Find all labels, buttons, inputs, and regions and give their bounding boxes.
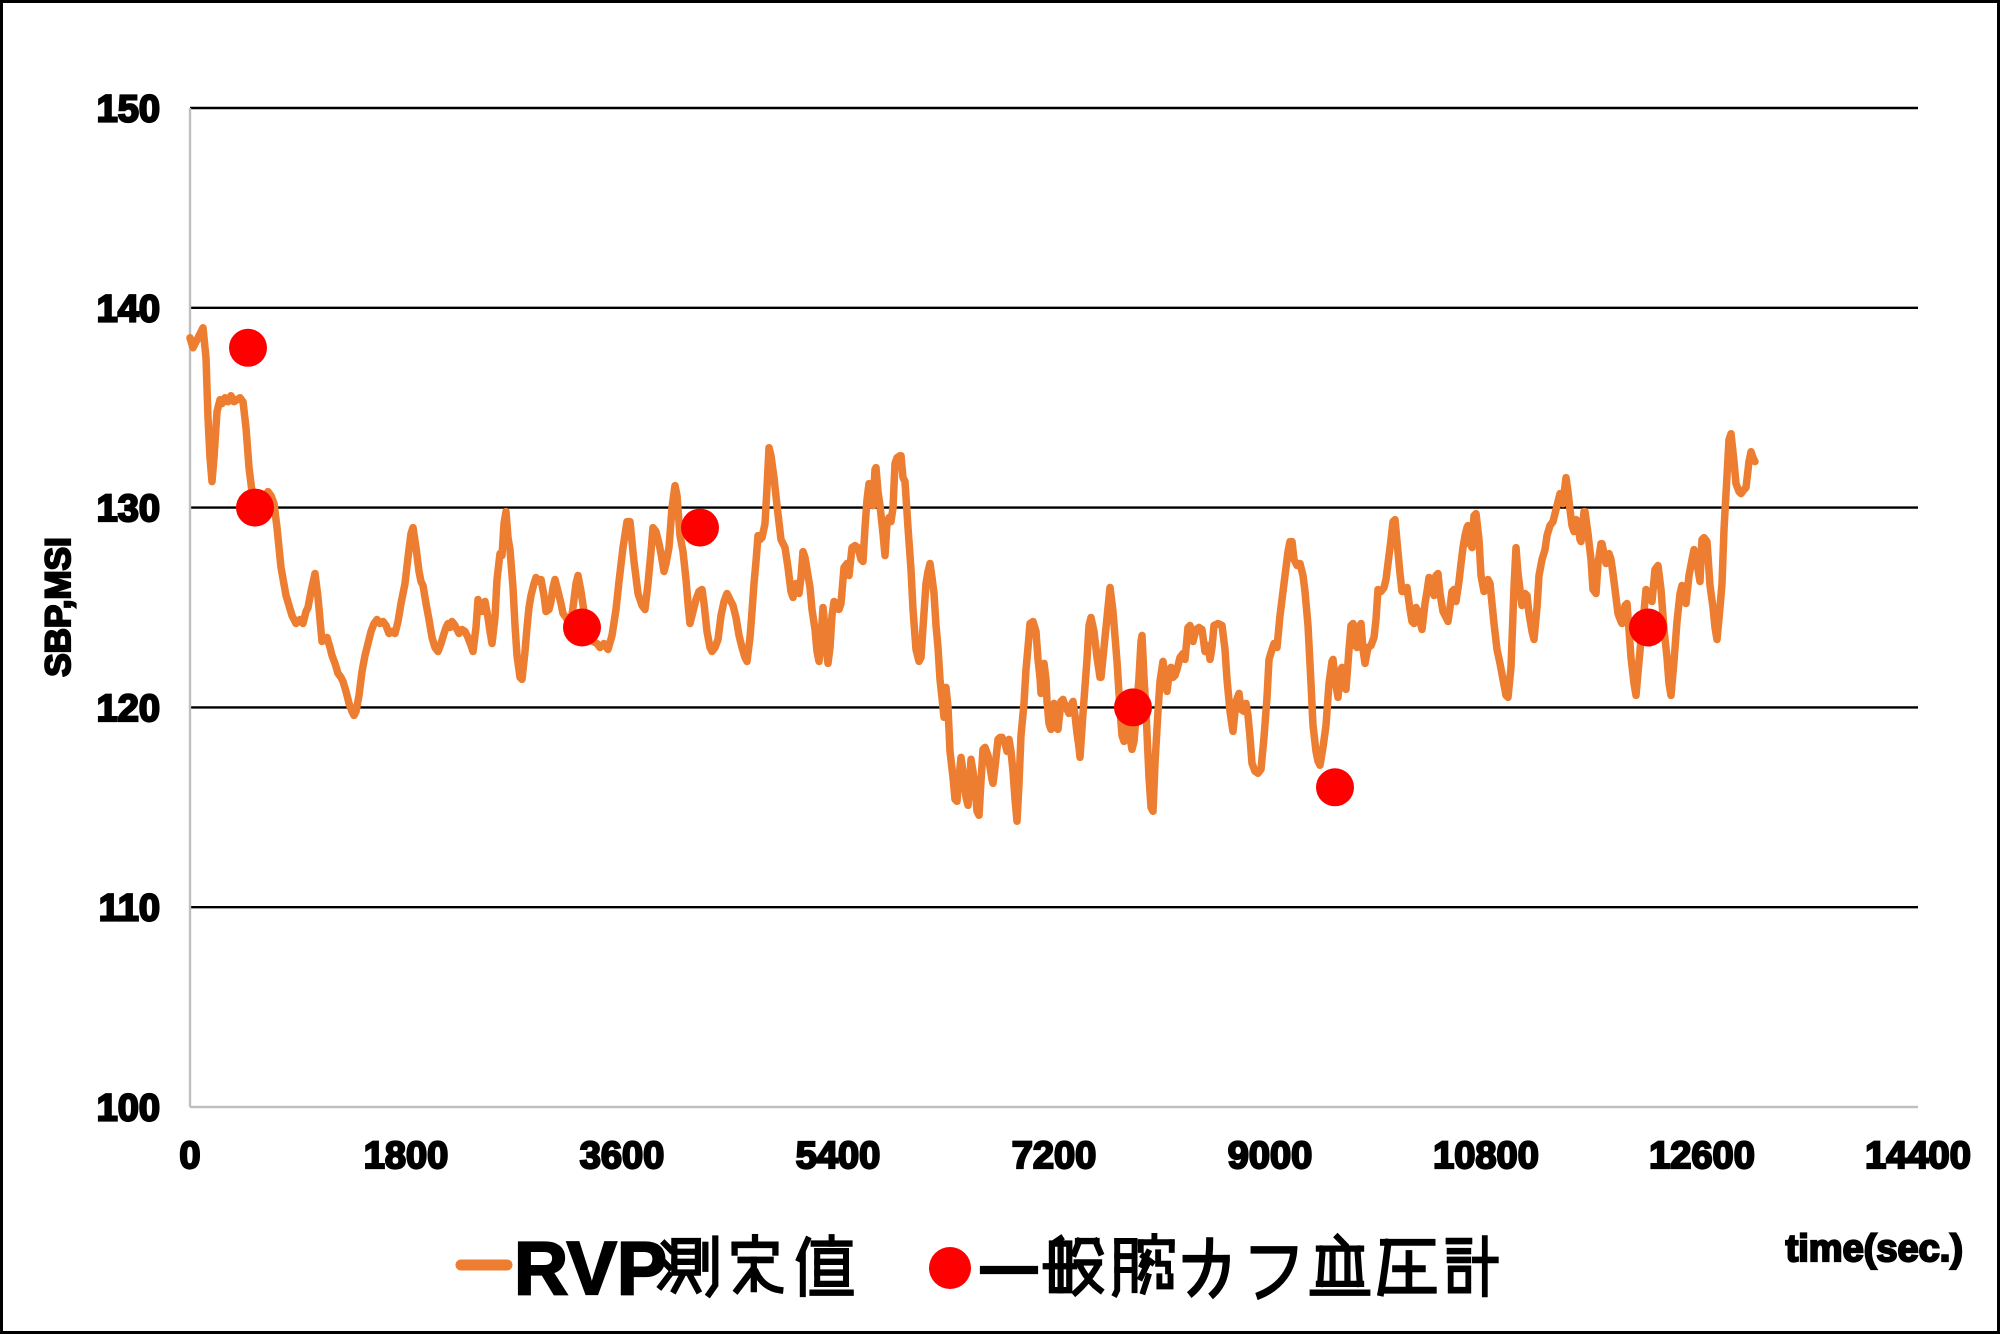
svg-text:120: 120 <box>97 688 160 730</box>
svg-text:7200: 7200 <box>1012 1135 1097 1177</box>
svg-text:110: 110 <box>99 888 160 930</box>
svg-text:RVP: RVP <box>514 1226 667 1310</box>
svg-text:1800: 1800 <box>364 1135 449 1177</box>
svg-text:10800: 10800 <box>1433 1135 1539 1177</box>
svg-text:14400: 14400 <box>1865 1135 1971 1177</box>
svg-text:100: 100 <box>97 1088 160 1130</box>
svg-text:5400: 5400 <box>796 1135 881 1177</box>
svg-text:12600: 12600 <box>1649 1135 1755 1177</box>
svg-text:9000: 9000 <box>1228 1135 1313 1177</box>
svg-text:130: 130 <box>97 488 160 530</box>
svg-text:SBP,MSI: SBP,MSI <box>39 537 78 676</box>
svg-text:0: 0 <box>179 1135 200 1177</box>
svg-text:3600: 3600 <box>580 1135 665 1177</box>
svg-text:140: 140 <box>97 288 160 330</box>
svg-text:time(sec.): time(sec.) <box>1786 1228 1963 1270</box>
svg-text:150: 150 <box>97 89 160 131</box>
